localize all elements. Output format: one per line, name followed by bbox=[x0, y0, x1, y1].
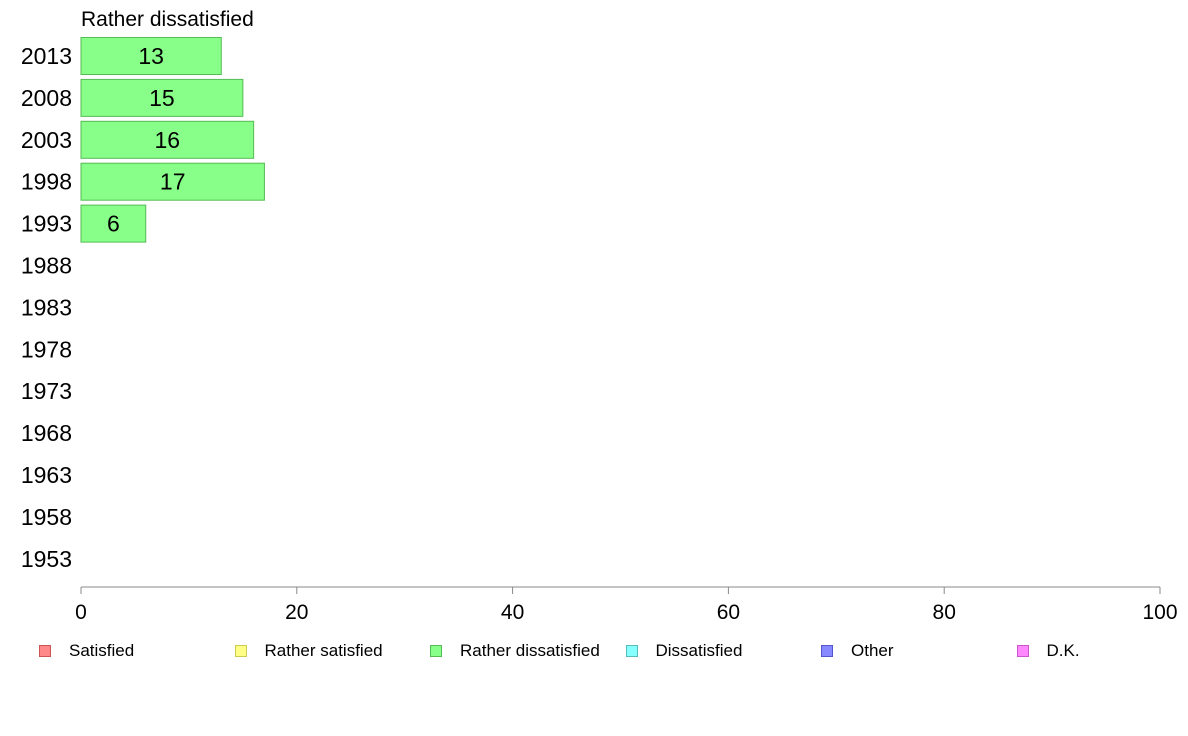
y-tick-label: 2003 bbox=[21, 127, 72, 153]
bar bbox=[80, 162, 265, 201]
y-axis-labels: 2013 2008 2003 1998 1993 1988 1983 1978 1973 1968… bbox=[21, 43, 72, 572]
x-tick-label: 20 bbox=[285, 601, 308, 624]
legend-item: Rather satisfied bbox=[234, 640, 383, 662]
legend-item: Satisfied bbox=[39, 640, 134, 662]
legend-item: Dissatisfied bbox=[625, 640, 743, 662]
data-label: 15 bbox=[149, 85, 175, 111]
data-label: 17 bbox=[160, 169, 186, 195]
x-tick-label: 100 bbox=[1142, 601, 1177, 624]
legend-swatch bbox=[1016, 645, 1029, 657]
legend-label: Satisfied bbox=[69, 641, 135, 660]
y-tick-label: 1983 bbox=[21, 294, 72, 320]
y-tick-label: 1963 bbox=[21, 462, 72, 488]
bar bbox=[80, 120, 255, 159]
chart-title: Rather dissatisfied bbox=[81, 8, 254, 31]
y-tick-label: 1998 bbox=[21, 169, 72, 195]
legend-swatch bbox=[625, 645, 638, 657]
legend-item: D.K. bbox=[1016, 640, 1080, 662]
legend-label: Dissatisfied bbox=[655, 641, 743, 660]
bar bbox=[80, 37, 222, 75]
legend: Satisfied Rather satisfied Rather dissatis… bbox=[0, 640, 1188, 662]
y-tick-label: 1993 bbox=[21, 211, 72, 237]
legend-swatch bbox=[39, 645, 51, 657]
y-tick-label: 1968 bbox=[21, 420, 72, 446]
x-tick-label: 40 bbox=[501, 601, 524, 624]
legend-swatch bbox=[430, 645, 442, 657]
legend-label: D.K. bbox=[1046, 641, 1080, 660]
data-label: 6 bbox=[107, 211, 120, 237]
legend-swatch bbox=[234, 645, 247, 657]
legend-label: Other bbox=[851, 641, 894, 660]
y-tick-label: 1973 bbox=[21, 378, 72, 404]
legend-item: Rather dissatisfied bbox=[430, 640, 600, 662]
bars-group: 13 15 16 17 6 bbox=[80, 37, 265, 243]
legend-label: Rather satisfied bbox=[264, 641, 383, 660]
y-tick-label: 2013 bbox=[21, 43, 72, 69]
y-tick-label: 1953 bbox=[21, 546, 72, 572]
legend-swatch bbox=[821, 645, 833, 657]
data-label: 16 bbox=[155, 127, 181, 153]
legend-item: Other bbox=[821, 640, 894, 662]
bar bbox=[80, 78, 244, 117]
y-tick-label: 2008 bbox=[21, 85, 72, 111]
y-tick-label: 1988 bbox=[21, 253, 72, 279]
x-tick-label: 60 bbox=[717, 601, 740, 624]
bar bbox=[80, 204, 147, 243]
x-axis: 0 20 40 60 80 100 bbox=[75, 586, 1178, 624]
x-tick-label: 0 bbox=[75, 601, 87, 624]
x-tick-label: 80 bbox=[933, 601, 956, 624]
data-label: 13 bbox=[138, 43, 164, 69]
y-tick-label: 1958 bbox=[21, 504, 72, 530]
y-tick-label: 1978 bbox=[21, 336, 72, 362]
legend-label: Rather dissatisfied bbox=[460, 641, 600, 660]
